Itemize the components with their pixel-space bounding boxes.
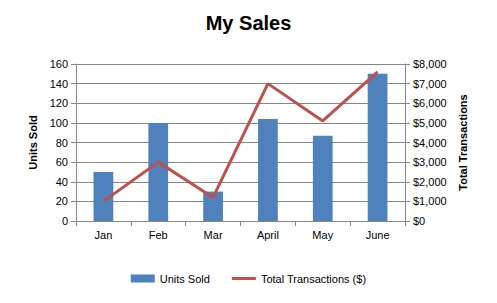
svg-text:$4,000: $4,000: [413, 137, 447, 149]
svg-text:Total Transactions: Total Transactions: [457, 94, 469, 190]
svg-text:$8,000: $8,000: [413, 58, 447, 70]
svg-text:100: 100: [50, 117, 68, 129]
svg-text:$2,000: $2,000: [413, 176, 447, 188]
svg-text:$3,000: $3,000: [413, 156, 447, 168]
svg-text:May: May: [312, 229, 333, 241]
svg-text:My Sales: My Sales: [206, 12, 292, 34]
svg-text:$7,000: $7,000: [413, 78, 447, 90]
svg-text:0: 0: [62, 215, 68, 227]
svg-text:Mar: Mar: [204, 229, 223, 241]
svg-text:20: 20: [56, 195, 68, 207]
svg-text:April: April: [257, 229, 279, 241]
svg-text:Units Sold: Units Sold: [160, 273, 210, 285]
svg-text:60: 60: [56, 156, 68, 168]
svg-text:40: 40: [56, 176, 68, 188]
svg-text:120: 120: [50, 97, 68, 109]
svg-text:$5,000: $5,000: [413, 117, 447, 129]
svg-text:$6,000: $6,000: [413, 97, 447, 109]
svg-text:June: June: [366, 229, 390, 241]
svg-text:160: 160: [50, 58, 68, 70]
svg-text:Jan: Jan: [95, 229, 113, 241]
svg-text:$1,000: $1,000: [413, 195, 447, 207]
svg-text:80: 80: [56, 137, 68, 149]
svg-text:140: 140: [50, 78, 68, 90]
svg-text:Total Transactions ($): Total Transactions ($): [261, 273, 366, 285]
svg-text:Units Sold: Units Sold: [27, 115, 39, 169]
svg-text:Feb: Feb: [149, 229, 168, 241]
svg-text:$0: $0: [413, 215, 425, 227]
